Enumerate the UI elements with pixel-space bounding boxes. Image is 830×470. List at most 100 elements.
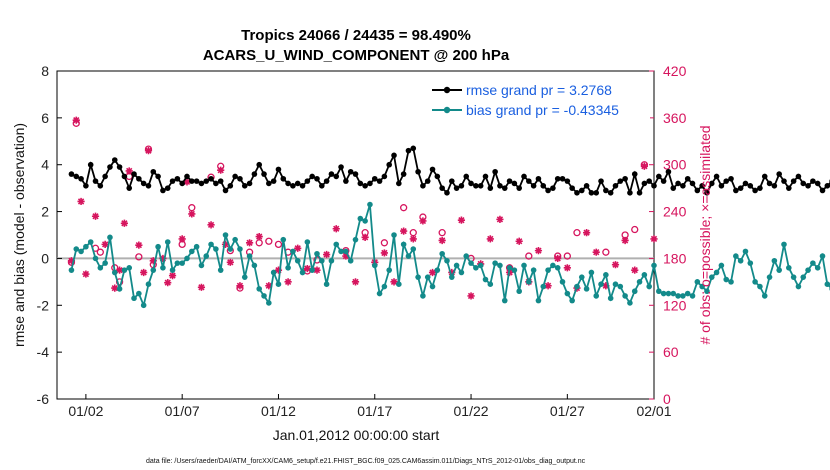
obs-assimilated-point: [221, 240, 230, 248]
rmse-data-point: [434, 173, 441, 180]
rmse-data-point: [516, 185, 522, 191]
rmse-data-point: [689, 180, 696, 187]
rmse-data-point: [554, 175, 561, 182]
obs-possible-point: [274, 240, 283, 249]
rmse-data-point: [477, 183, 484, 189]
y-tick-label: -2: [37, 297, 50, 313]
bias-data-point: [328, 257, 335, 264]
rmse-data-point: [622, 175, 628, 182]
obs-assimilated-point: [120, 219, 129, 227]
rmse-data-point: [179, 180, 185, 187]
bias-data-point: [266, 300, 272, 306]
obs-assimilated-point: [621, 236, 629, 245]
bias-data-point: [381, 283, 388, 290]
obs-possible-point: [265, 237, 273, 245]
obs-assimilated-point: [351, 278, 360, 286]
x-axis-label: Jan.01,2012 00:00:00 start: [273, 427, 440, 443]
rmse-data-point: [323, 178, 330, 184]
rmse-data-point: [193, 178, 200, 184]
bias-data-point: [747, 260, 754, 266]
bias-data-point: [213, 246, 219, 252]
bias-data-point: [771, 257, 778, 264]
plot-area: [56, 70, 655, 400]
bias-data-point: [73, 246, 80, 252]
bias-data-point: [733, 253, 739, 259]
rmse-data-point: [646, 178, 652, 184]
bias-data-point: [617, 283, 624, 290]
rmse-data-point: [290, 183, 296, 189]
chart-title-line-1: Tropics 24066 / 24435 = 98.490%: [241, 27, 471, 44]
obs-assimilated-point: [544, 282, 552, 290]
obs-assimilated-point: [409, 235, 417, 243]
rmse-data-point: [415, 168, 421, 175]
obs-assimilated-point: [168, 272, 177, 280]
obs-assimilated-point: [77, 197, 85, 206]
bias-data-point: [540, 283, 547, 290]
rmse-data-point: [786, 185, 792, 191]
series-rmse: [68, 145, 830, 196]
bias-data-point: [564, 290, 571, 297]
y-axis-left-ticks: 8 6 4 2 0 -2 -4 -6: [37, 63, 62, 407]
obs-assimilated-point: [400, 227, 408, 235]
rmse-data-point: [728, 175, 734, 182]
rmse-data-point: [463, 173, 470, 180]
bias-data-point: [145, 281, 152, 288]
rmse-data-point: [160, 187, 166, 194]
rmse-data-point: [819, 187, 826, 194]
obs-assimilated-point: [125, 167, 133, 175]
bias-data-point: [684, 290, 691, 297]
bias-data-point: [333, 241, 340, 248]
bias-data-point: [97, 265, 104, 271]
rmse-data-point: [424, 178, 431, 184]
bias-data-point: [583, 286, 590, 292]
bias-data-point: [526, 279, 532, 285]
rmse-data-point: [680, 183, 686, 189]
rmse-data-point: [526, 178, 532, 184]
bias-data-point: [136, 290, 142, 297]
bias-data-point: [362, 218, 368, 224]
obs-assimilated-point: [602, 282, 610, 290]
bias-data-point: [193, 243, 200, 250]
bias-data-point: [227, 246, 234, 252]
bias-data-point: [116, 286, 123, 292]
bias-data-point: [656, 288, 662, 295]
rmse-data-point: [145, 183, 152, 189]
bias-data-point: [776, 267, 782, 273]
bias-data-point: [107, 234, 113, 241]
obs-assimilated-point: [265, 282, 273, 290]
rmse-data-point: [169, 178, 176, 184]
rmse-data-point: [213, 180, 219, 187]
bias-data-point: [463, 253, 470, 259]
bias-data-point: [607, 295, 614, 302]
rmse-data-point: [318, 183, 325, 189]
bias-data-point: [660, 290, 667, 297]
obs-assimilated-point: [448, 268, 456, 277]
rmse-data-point: [270, 178, 277, 184]
rmse-data-point: [627, 190, 633, 196]
rmse-data-point: [545, 187, 551, 194]
rmse-data-point: [164, 185, 171, 191]
bias-data-point: [535, 297, 542, 304]
obs-assimilated-point: [554, 254, 562, 263]
rmse-data-point: [251, 171, 258, 177]
rmse-data-point: [781, 178, 787, 184]
rmse-data-point: [795, 173, 802, 180]
bias-data-point: [468, 260, 474, 266]
bias-data-point: [487, 281, 494, 288]
bias-data-point: [453, 262, 460, 269]
legend-rmse-marker: [443, 86, 451, 94]
x-tick-label: 01/27: [550, 403, 585, 419]
obs-assimilated-point: [342, 252, 350, 260]
bias-data-point: [280, 236, 287, 243]
x-tick-label: 02/01: [636, 403, 671, 419]
rmse-data-point: [482, 173, 489, 180]
rmse-data-point: [357, 180, 364, 187]
x-tick-label: 01/02: [68, 403, 103, 419]
rmse-data-point: [588, 190, 595, 196]
rmse-data-point: [116, 164, 123, 170]
rmse-data-point: [92, 178, 99, 184]
rmse-data-point: [111, 157, 118, 163]
rmse-data-point: [136, 175, 142, 182]
obs-assimilated-point: [226, 258, 234, 266]
